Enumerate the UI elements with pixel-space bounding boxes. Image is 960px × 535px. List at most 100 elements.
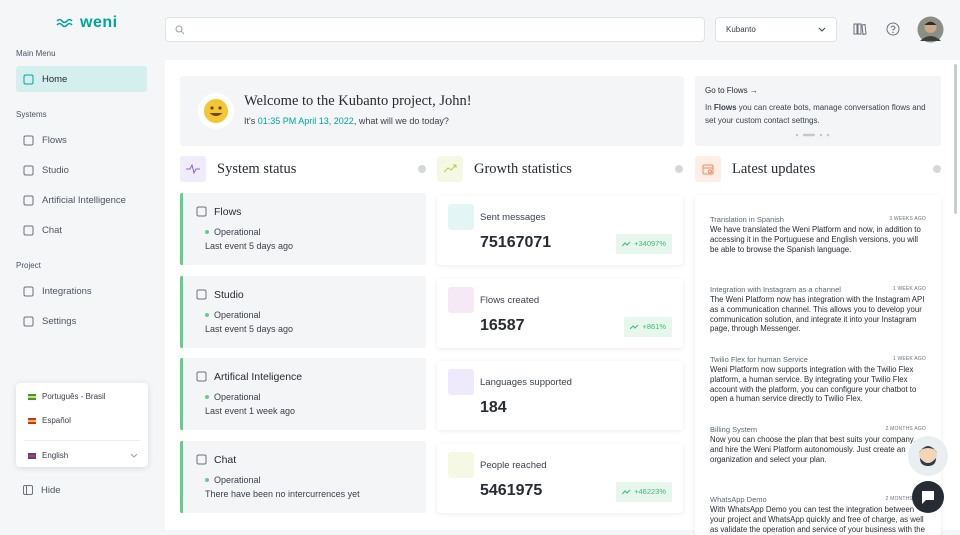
status-detail: There have been no intercurrences yet bbox=[205, 489, 360, 500]
help-icon[interactable] bbox=[886, 22, 900, 36]
stat-card: Languages supported 184 bbox=[437, 361, 683, 431]
language-option[interactable]: Español bbox=[28, 416, 71, 425]
update-item[interactable]: Billing System 2 MONTHS AGO Now you can ch… bbox=[710, 425, 926, 464]
menu-icon bbox=[196, 206, 207, 217]
stat-change: +861% bbox=[624, 316, 672, 337]
menu-item[interactable]: Integrations bbox=[16, 278, 147, 304]
status-detail: Last event 5 days ago bbox=[205, 241, 294, 251]
logo[interactable]: weni bbox=[56, 12, 118, 34]
updates-header: Latest updates bbox=[695, 156, 941, 182]
update-item[interactable]: Twilio Flex for human Service 1 WEEK AGO W… bbox=[710, 355, 926, 404]
update-date: 3 WEEKS AGO bbox=[889, 216, 926, 222]
status-text: Operational bbox=[214, 392, 261, 403]
stat-label: Flows created bbox=[480, 294, 540, 306]
trend-icon bbox=[443, 164, 457, 173]
status-line: Operational bbox=[205, 227, 261, 237]
menu-section-title: Main Menu bbox=[16, 49, 56, 58]
stat-icon bbox=[448, 204, 474, 230]
status-card: Flows Operational Last event 5 days ago bbox=[180, 193, 426, 265]
update-body: We have translated the Weni Platform and… bbox=[710, 225, 921, 254]
chevron[interactable] bbox=[130, 453, 138, 459]
growth-icon bbox=[437, 156, 463, 182]
docs-icon[interactable] bbox=[853, 22, 867, 36]
menu-icon bbox=[23, 135, 34, 145]
separator bbox=[24, 440, 140, 441]
update-date: 2 MONTHS AGO bbox=[885, 496, 926, 502]
stat-label: People reached bbox=[480, 460, 547, 472]
menu-item[interactable]: Studio bbox=[16, 157, 147, 183]
menu-item[interactable]: Home bbox=[16, 66, 147, 92]
status-dot bbox=[205, 395, 209, 400]
trend-icon bbox=[622, 241, 631, 247]
menu-item-label: Flows bbox=[42, 134, 67, 146]
subtitle-suffix: , what will we do today? bbox=[353, 116, 449, 126]
language-label: Español bbox=[42, 416, 71, 425]
stat-change-text: +861% bbox=[642, 321, 666, 331]
update-date: 1 WEEK AGO bbox=[892, 286, 926, 292]
flag bbox=[28, 452, 36, 459]
language-label: English bbox=[42, 451, 69, 460]
stat-value: 16587 bbox=[480, 316, 525, 334]
column-title: Growth statistics bbox=[474, 160, 572, 177]
language-option[interactable]: Português - Brasil bbox=[28, 392, 106, 401]
status-card-title: Chat bbox=[214, 454, 237, 467]
stat-card: Sent messages 75167071 +34097% bbox=[437, 196, 683, 265]
hide-icon bbox=[23, 485, 33, 495]
menu-item-label: Chat bbox=[42, 224, 63, 236]
menu-item-label: Home bbox=[42, 73, 68, 85]
tip-highlight: Flows bbox=[713, 103, 737, 112]
menu-section-title: Systems bbox=[16, 110, 47, 119]
menu-item[interactable]: Chat bbox=[16, 217, 147, 243]
stat-label: Sent messages bbox=[480, 212, 546, 223]
update-title: Billing System bbox=[710, 425, 758, 434]
language-label: Português - Brasil bbox=[42, 392, 106, 401]
trend-icon bbox=[630, 324, 639, 330]
status-line: Operational bbox=[205, 475, 261, 485]
hide-button[interactable]: Hide bbox=[23, 482, 61, 498]
status-detail: Last event 1 week ago bbox=[205, 406, 296, 417]
menu-item[interactable]: Flows bbox=[16, 127, 147, 153]
status-text: Operational bbox=[214, 309, 261, 320]
update-item[interactable]: Integration with Instagram as a channel 1… bbox=[710, 285, 926, 334]
assistant-avatar[interactable] bbox=[907, 435, 949, 477]
updates-panel: Translation in Spanish 3 WEEKS AGO We have… bbox=[695, 195, 941, 535]
user-avatar[interactable] bbox=[917, 16, 944, 43]
stat-icon bbox=[448, 286, 474, 313]
language-option[interactable]: English bbox=[28, 451, 68, 460]
status-card: Chat Operational There have been no interc… bbox=[180, 441, 426, 514]
chat-button[interactable] bbox=[912, 481, 944, 513]
tip-link[interactable]: Go to Flows → bbox=[705, 86, 758, 95]
menu-item[interactable]: Settings bbox=[16, 308, 147, 334]
info-icon[interactable] bbox=[418, 165, 426, 173]
update-title: Twilio Flex for human Service bbox=[710, 355, 808, 364]
scrollbar bbox=[954, 64, 957, 214]
menu-icon bbox=[23, 74, 34, 84]
info-icon[interactable] bbox=[675, 165, 683, 173]
tip-card: Go to Flows → In Flows you can create bo… bbox=[695, 76, 941, 146]
status-text: Operational bbox=[214, 475, 261, 486]
update-date: 1 WEEK AGO bbox=[892, 356, 926, 362]
carousel-dots[interactable] bbox=[795, 133, 841, 137]
search-input[interactable] bbox=[165, 17, 705, 42]
logo-text: weni bbox=[80, 14, 118, 31]
logo-mark bbox=[56, 18, 73, 28]
update-title: Translation in Spanish bbox=[710, 215, 784, 224]
stat-change-text: +46223% bbox=[634, 487, 666, 497]
status-dot bbox=[205, 312, 209, 317]
search-icon bbox=[175, 25, 185, 35]
update-body: Weni Platform now supports integration w… bbox=[710, 365, 917, 404]
welcome-title: Welcome to the Kubanto project, John! bbox=[244, 93, 472, 109]
stat-value: 5461975 bbox=[480, 482, 543, 500]
column-title: System status bbox=[217, 160, 297, 177]
system-status-icon bbox=[180, 156, 206, 182]
subtitle-prefix: It's bbox=[244, 116, 258, 126]
menu-item[interactable]: Artificial Intelligence bbox=[16, 187, 147, 213]
update-item[interactable]: WhatsApp Demo 2 MONTHS AGO With WhatsApp D… bbox=[710, 495, 926, 535]
updates-icon bbox=[695, 156, 721, 182]
stat-icon bbox=[448, 452, 474, 479]
update-item[interactable]: Translation in Spanish 3 WEEKS AGO We have… bbox=[710, 215, 926, 254]
update-body: With WhatsApp Demo you can test the inte… bbox=[710, 505, 925, 535]
info-icon[interactable] bbox=[933, 165, 941, 173]
project-dropdown[interactable]: Kubanto bbox=[715, 17, 837, 42]
